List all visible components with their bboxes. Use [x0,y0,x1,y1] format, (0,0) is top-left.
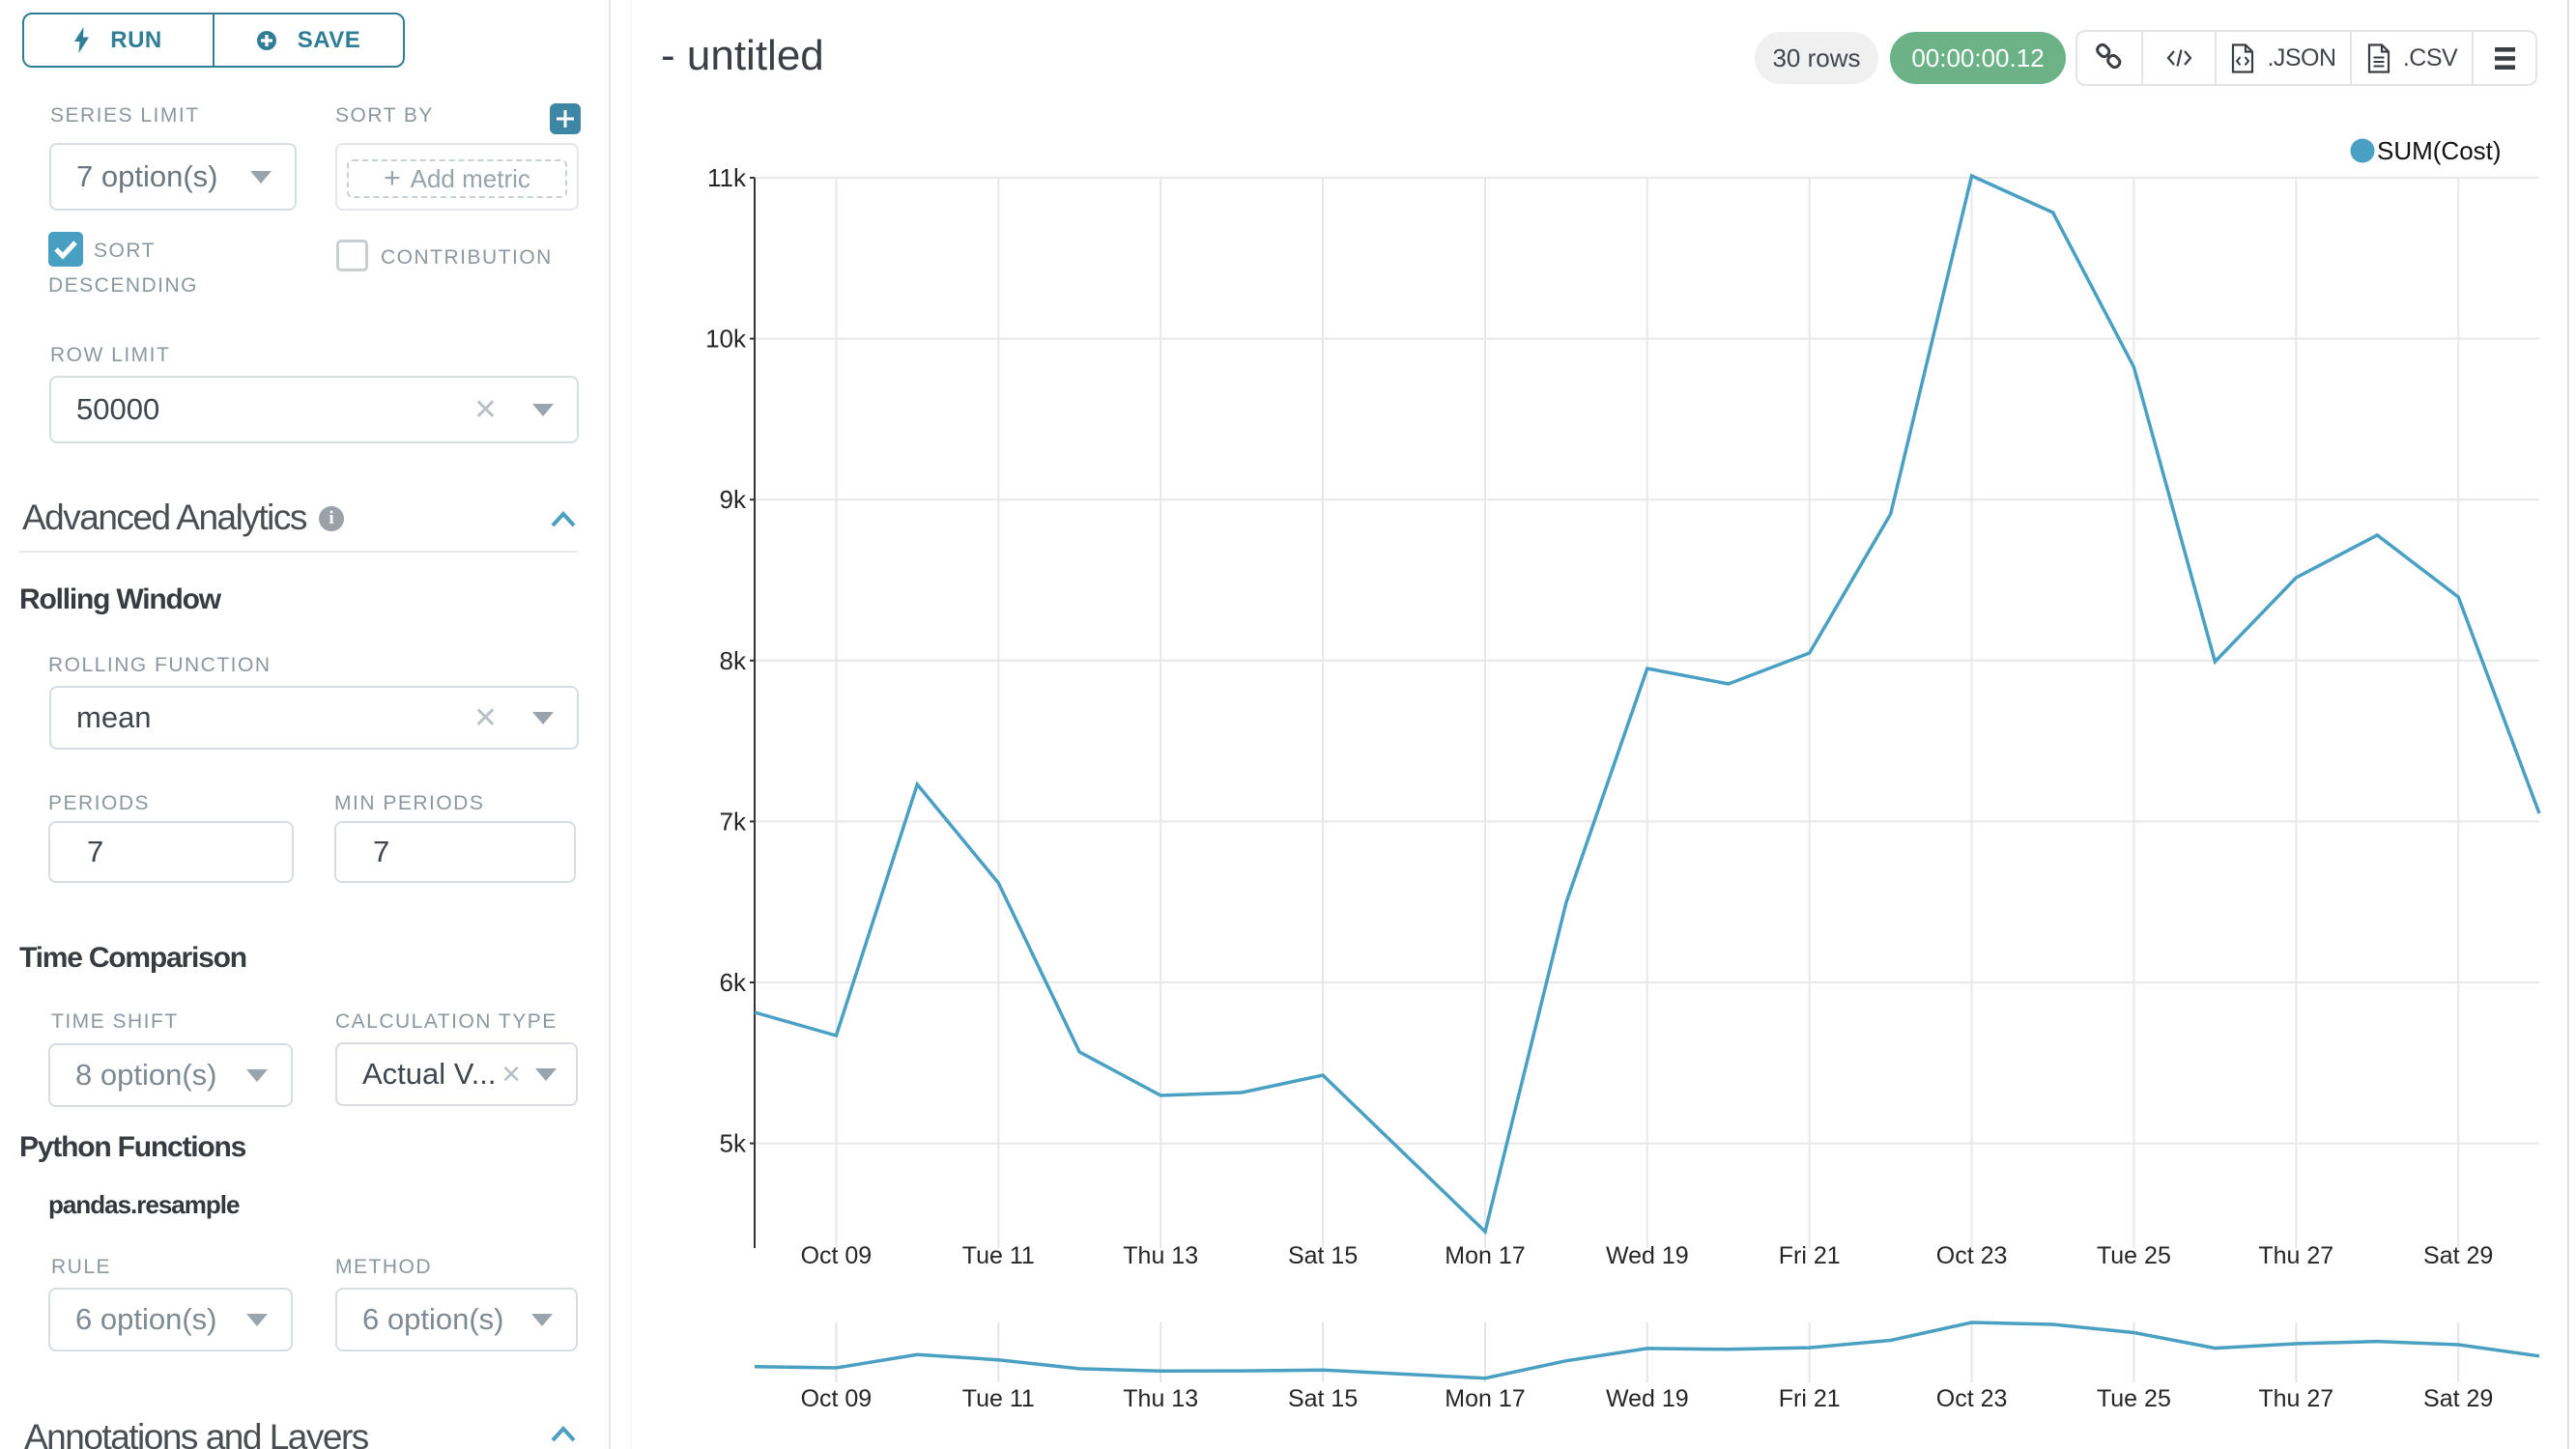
svg-text:Oct 23: Oct 23 [1936,1385,2008,1412]
svg-text:10k: 10k [705,325,747,354]
svg-text:Fri 21: Fri 21 [1779,1242,1841,1269]
svg-text:Mon 17: Mon 17 [1445,1242,1525,1269]
svg-text:SUM(Cost): SUM(Cost) [2377,136,2502,165]
svg-text:8k: 8k [720,646,747,675]
svg-text:6k: 6k [720,968,747,997]
svg-text:Oct 23: Oct 23 [1936,1242,2008,1269]
svg-text:Thu 13: Thu 13 [1123,1242,1198,1269]
svg-text:Tue 25: Tue 25 [2097,1385,2171,1412]
svg-text:Tue 11: Tue 11 [962,1385,1035,1412]
svg-text:Fri 21: Fri 21 [1779,1385,1841,1412]
svg-text:Thu 13: Thu 13 [1123,1385,1198,1412]
svg-text:5k: 5k [720,1129,747,1158]
svg-text:9k: 9k [720,485,747,514]
svg-text:Sat 15: Sat 15 [1288,1242,1358,1269]
svg-text:Sat 29: Sat 29 [2423,1385,2493,1412]
svg-text:Oct 09: Oct 09 [801,1385,873,1412]
svg-text:Oct 09: Oct 09 [801,1242,873,1269]
svg-text:Thu 27: Thu 27 [2258,1242,2333,1269]
svg-text:7k: 7k [720,807,747,836]
svg-text:Tue 11: Tue 11 [962,1242,1035,1269]
svg-text:Sat 29: Sat 29 [2423,1242,2493,1269]
svg-text:Wed 19: Wed 19 [1606,1385,1689,1412]
svg-text:Thu 27: Thu 27 [2258,1385,2333,1412]
svg-text:Tue 25: Tue 25 [2097,1242,2171,1269]
svg-text:Sat 15: Sat 15 [1288,1385,1358,1412]
svg-text:11k: 11k [707,163,747,192]
svg-text:Mon 17: Mon 17 [1445,1385,1525,1412]
svg-text:Wed 19: Wed 19 [1606,1242,1689,1269]
